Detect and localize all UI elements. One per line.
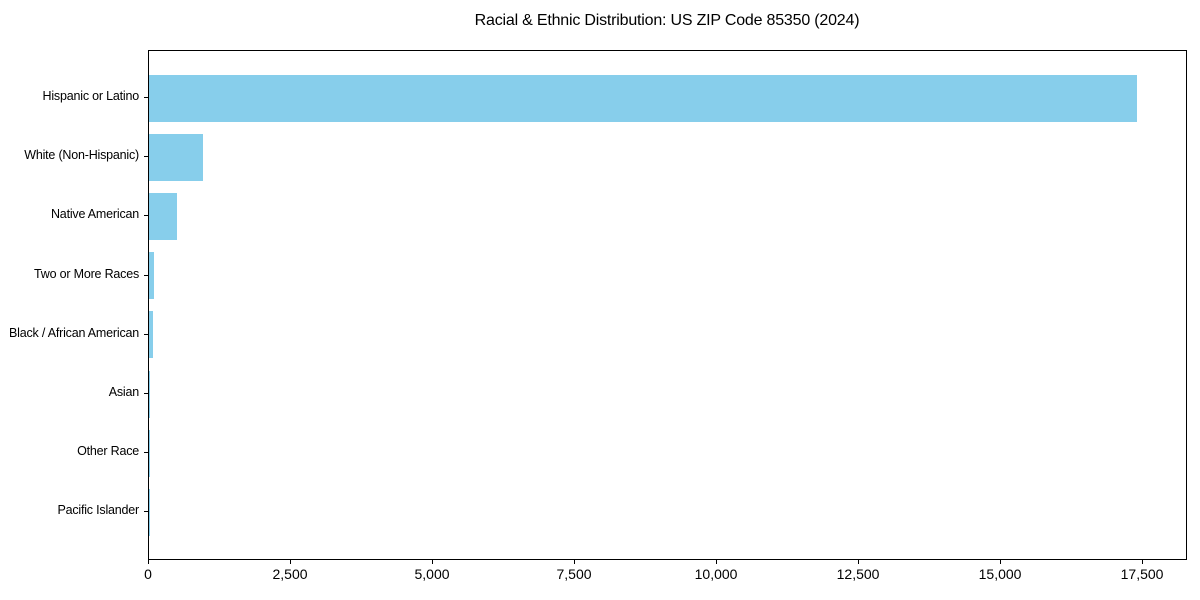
x-tick-label: 15,000 bbox=[978, 566, 1022, 582]
y-tick-label: Pacific Islander bbox=[57, 503, 139, 518]
y-tick-mark bbox=[144, 333, 148, 335]
y-tick-label: Black / African American bbox=[9, 325, 139, 340]
x-tick-mark bbox=[148, 560, 149, 564]
y-tick-label: Native American bbox=[50, 207, 139, 222]
x-tick-label: 0 bbox=[144, 566, 152, 582]
bar-white-non-hispanic bbox=[149, 133, 203, 181]
x-tick-mark bbox=[858, 560, 860, 564]
y-tick-label: Hispanic or Latino bbox=[42, 89, 140, 103]
x-tick-label: 7,500 bbox=[556, 566, 592, 582]
x-tick-label: 12,500 bbox=[836, 566, 880, 582]
y-tick-mark bbox=[144, 215, 148, 217]
y-tick-mark bbox=[144, 393, 148, 394]
x-tick-mark bbox=[1000, 560, 1002, 564]
y-tick-mark bbox=[144, 511, 148, 513]
bar-hispanic-or-latino bbox=[149, 74, 1138, 122]
plot-area bbox=[148, 50, 1187, 560]
x-tick-mark bbox=[574, 560, 576, 564]
y-tick-mark bbox=[144, 97, 148, 98]
bar-native-american bbox=[149, 192, 178, 240]
y-tick-mark bbox=[144, 156, 148, 158]
x-tick-label: 10,000 bbox=[694, 566, 738, 582]
bar-black-african-american bbox=[149, 311, 154, 359]
bar-two-or-more-races bbox=[149, 252, 155, 300]
x-tick-mark bbox=[716, 560, 718, 564]
y-tick-mark bbox=[144, 274, 148, 276]
bar-other-race bbox=[149, 429, 150, 477]
x-tick-mark bbox=[290, 560, 291, 564]
y-tick-mark bbox=[144, 452, 148, 454]
y-tick-label: White (Non-Hispanic) bbox=[24, 148, 139, 163]
y-tick-label: Asian bbox=[108, 385, 139, 399]
x-tick-label: 5,000 bbox=[414, 566, 450, 582]
x-tick-label: 2,500 bbox=[272, 566, 308, 582]
y-tick-label: Other Race bbox=[77, 444, 139, 459]
x-tick-mark bbox=[432, 560, 434, 564]
bar-asian bbox=[149, 370, 151, 418]
chart-title: Racial & Ethnic Distribution: US ZIP Cod… bbox=[474, 12, 860, 29]
x-tick-mark bbox=[1142, 560, 1144, 564]
x-tick-label: 17,500 bbox=[1120, 566, 1164, 582]
y-tick-label: Two or More Races bbox=[34, 266, 139, 281]
